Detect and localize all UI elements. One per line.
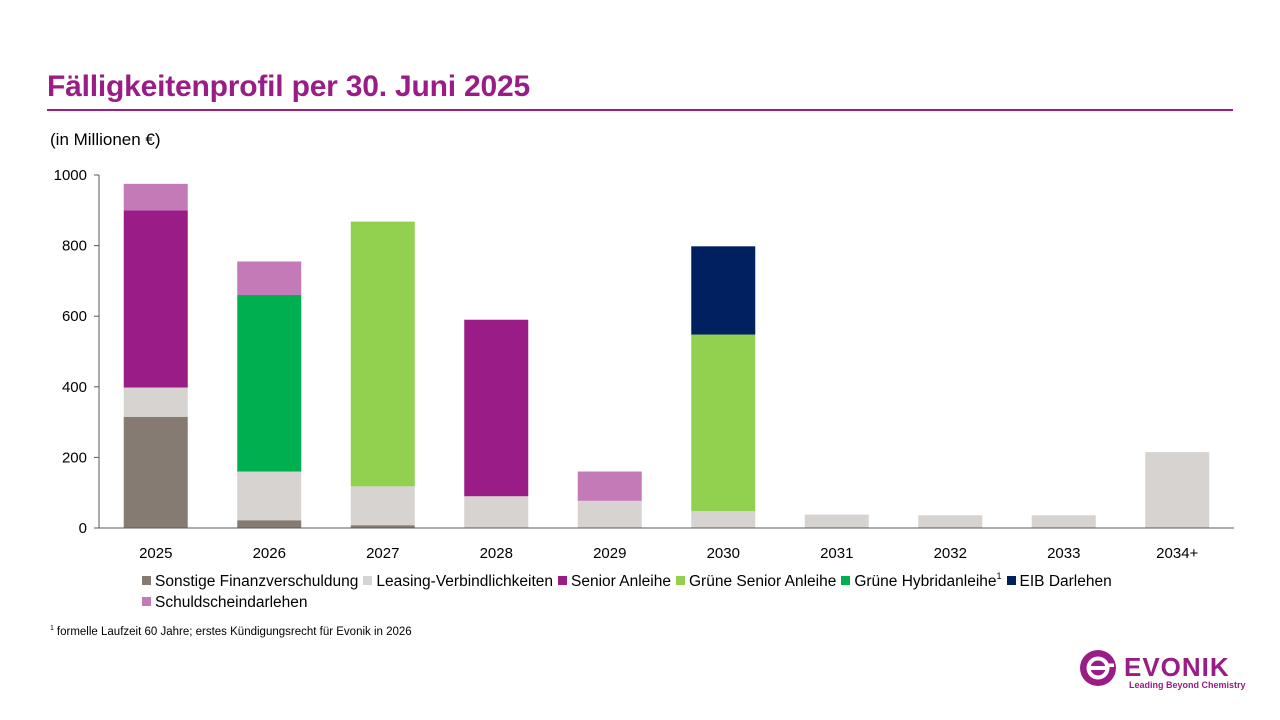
- legend-item-3: Grüne Senior Anleihe: [675, 571, 837, 592]
- bar-2027-series-1: [350, 486, 415, 526]
- unit-label: (in Millionen €): [50, 130, 161, 149]
- bar-2031-series-1: [804, 514, 869, 528]
- y-tick-label-200: 200: [62, 449, 87, 466]
- footnote-text: formelle Laufzeit 60 Jahre; erstes Kündi…: [56, 626, 412, 638]
- legend-label-0: Sonstige Finanzverschuldung: [155, 573, 359, 590]
- y-tick-label-1000: 1000: [54, 167, 87, 184]
- legend-swatch-6: [142, 597, 151, 606]
- bar-2028-series-1: [464, 496, 529, 528]
- x-tick-label-2027: 2027: [366, 545, 399, 562]
- bar-2026-series-4: [237, 295, 302, 472]
- x-tick-label-2025: 2025: [139, 545, 172, 562]
- y-tick-label-0: 0: [79, 520, 87, 537]
- legend-item-2: Senior Anleihe: [558, 571, 671, 592]
- bar-2025-series-2: [123, 210, 188, 388]
- page-title: Fälligkeitenprofil per 30. Juni 2025: [47, 70, 530, 103]
- bar-2026-series-1: [237, 471, 302, 521]
- bar-2027-series-3: [350, 221, 415, 487]
- bar-2030-series-5: [691, 246, 756, 335]
- legend-label-4: Grüne Hybridanleihe: [854, 573, 997, 590]
- bar-2026-series-6: [237, 261, 302, 296]
- legend-swatch-0: [142, 576, 151, 585]
- legend-item-0: Sonstige Finanzverschuldung: [142, 571, 358, 592]
- legend-label-2: Senior Anleihe: [571, 573, 671, 590]
- bar-2025-series-0: [123, 416, 188, 528]
- y-tick-label-600: 600: [62, 308, 87, 325]
- evonik-wordmark: EVONIK: [1124, 652, 1230, 682]
- legend-label-6: Schuldscheindarlehen: [155, 594, 308, 611]
- legend-label-3: Grüne Senior Anleihe: [688, 573, 837, 590]
- legend-item-1: Leasing-Verbindlichkeiten: [363, 571, 553, 592]
- legend-swatch-1: [363, 576, 373, 585]
- bar-2029-series-6: [577, 471, 642, 501]
- bar-2026-series-0: [237, 520, 302, 528]
- evonik-tagline: Leading Beyond Chemistry: [1129, 680, 1246, 690]
- evonik-logo-icon: [1080, 650, 1116, 686]
- legend-swatch-3: [675, 576, 685, 585]
- x-tick-label-2026: 2026: [253, 545, 286, 562]
- y-tick-label-800: 800: [62, 238, 87, 255]
- bar-2029-series-1: [577, 500, 642, 528]
- legend-footnote-marker: 1: [996, 571, 1002, 581]
- bar-2027-series-0: [350, 525, 415, 528]
- legend-swatch-5: [1006, 576, 1016, 585]
- x-tick-label-2029: 2029: [593, 545, 626, 562]
- bar-2030-series-1: [691, 511, 756, 528]
- legend-label-5: EIB Darlehen: [1019, 573, 1112, 590]
- chart-legend: Sonstige Finanzverschuldung Leasing-Verbi…: [142, 566, 1202, 613]
- x-tick-label-2033: 2033: [1047, 545, 1080, 562]
- footnote: 1 formelle Laufzeit 60 Jahre; erstes Künd…: [50, 625, 412, 638]
- bar-2028-series-2: [464, 319, 529, 497]
- bar-2032-series-1: [918, 515, 983, 528]
- legend-item-6: Schuldscheindarlehen: [142, 592, 308, 613]
- bar-2034+-series-1: [1145, 452, 1210, 528]
- x-tick-label-2034+: 2034+: [1156, 545, 1198, 562]
- x-tick-label-2030: 2030: [707, 545, 740, 562]
- bar-2033-series-1: [1031, 515, 1096, 528]
- bar-2025-series-1: [123, 387, 188, 417]
- legend-swatch-2: [558, 576, 568, 585]
- title-divider: [47, 109, 1233, 111]
- legend-swatch-4: [841, 576, 851, 585]
- bar-2030-series-3: [691, 334, 756, 512]
- evonik-logo: EVONIK Leading Beyond Chemistry: [1078, 648, 1246, 693]
- x-tick-label-2031: 2031: [820, 545, 853, 562]
- legend-item-5: EIB Darlehen: [1006, 571, 1112, 592]
- legend-label-1: Leasing-Verbindlichkeiten: [376, 573, 554, 590]
- x-tick-label-2028: 2028: [480, 545, 513, 562]
- footnote-marker: 1: [50, 625, 54, 632]
- y-tick-label-400: 400: [62, 379, 87, 396]
- legend-item-4: Grüne Hybridanleihe1: [841, 566, 1002, 592]
- bar-2025-series-6: [123, 183, 188, 211]
- x-tick-label-2032: 2032: [934, 545, 967, 562]
